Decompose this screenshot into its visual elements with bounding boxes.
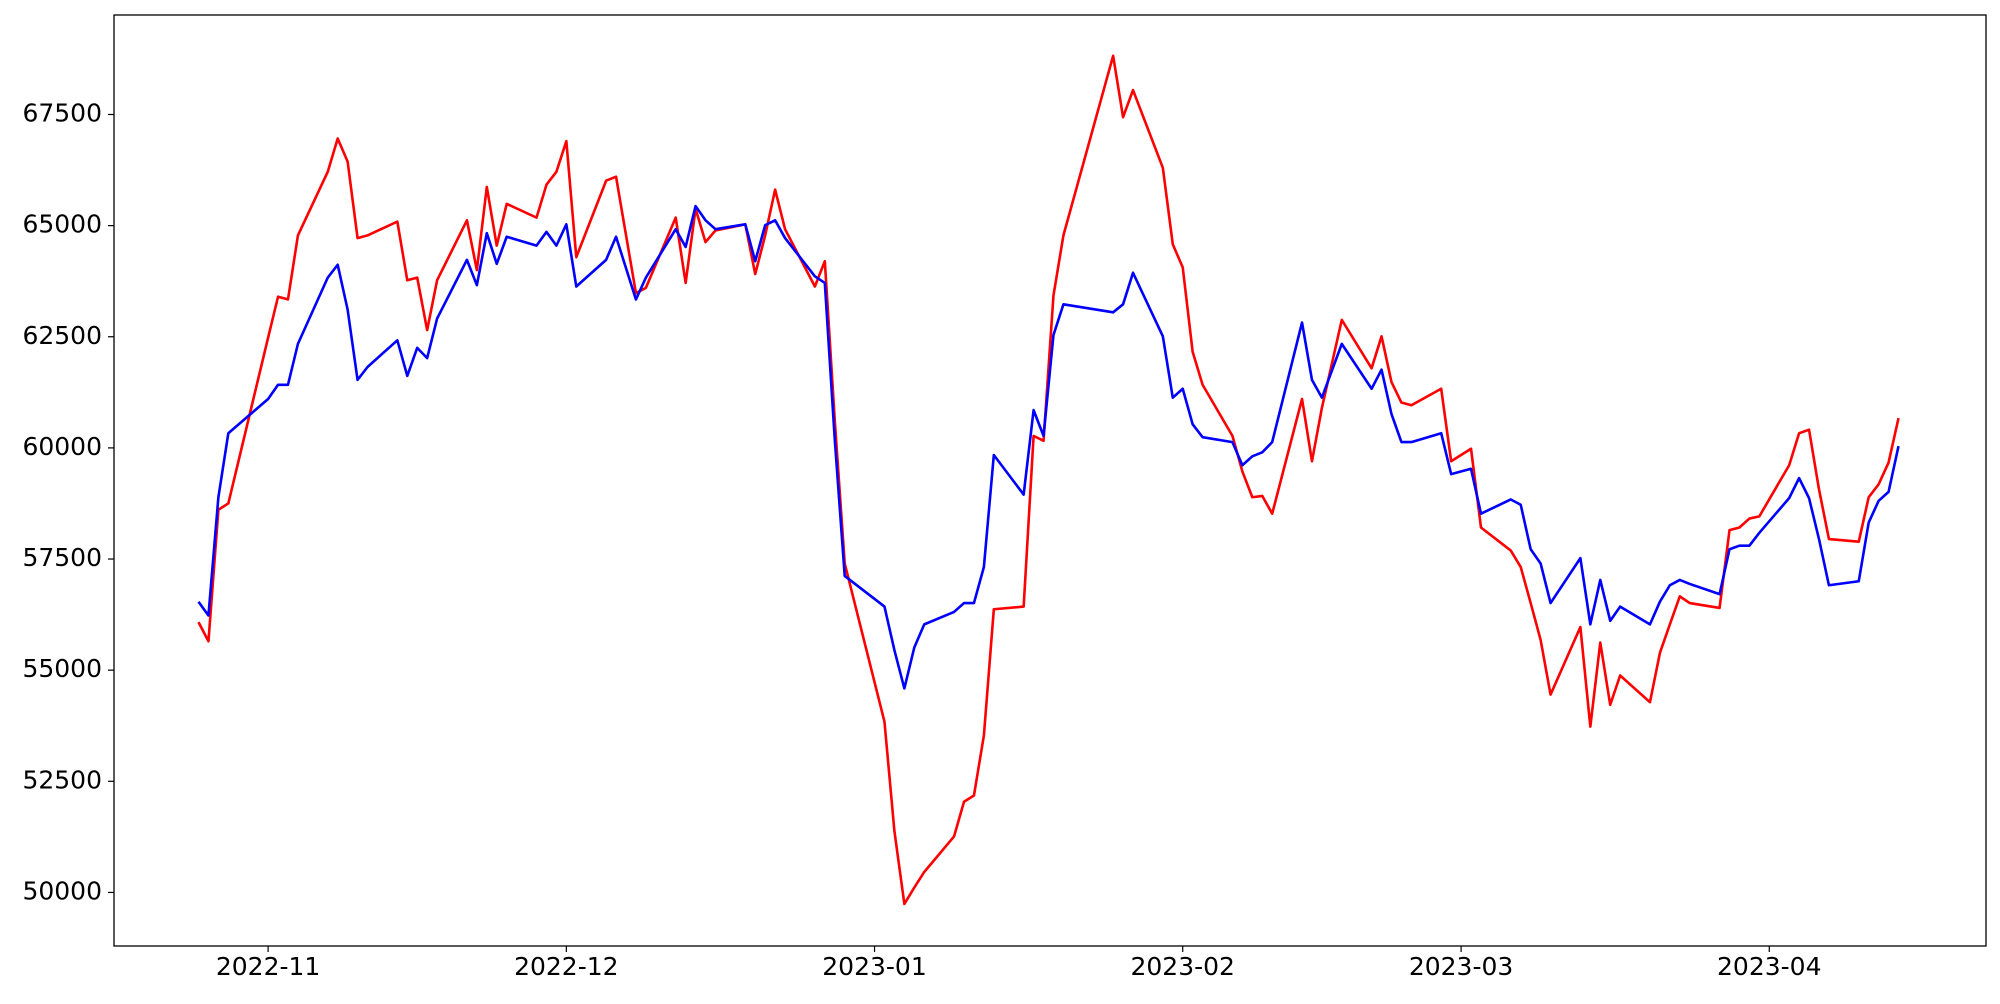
y-tick-label: 55000 [22,654,102,683]
plot-frame [113,14,1987,947]
x-tick-label: 2023-02 [1130,952,1234,981]
x-tick-label: 2022-11 [216,952,320,981]
x-tick-label: 2023-03 [1409,952,1513,981]
y-tick-label: 62500 [22,321,102,350]
x-tick-label: 2022-12 [514,952,618,981]
y-tick-label: 52500 [22,765,102,794]
x-tick-label: 2023-04 [1717,952,1821,981]
y-tick-label: 60000 [22,432,102,461]
y-tick-label: 50000 [22,876,102,905]
y-tick-label: 67500 [22,98,102,127]
x-tick-label: 2023-01 [822,952,926,981]
line-series [197,54,1900,906]
line-series [197,204,1900,690]
y-tick-label: 57500 [22,543,102,572]
y-tick-label: 65000 [22,210,102,239]
